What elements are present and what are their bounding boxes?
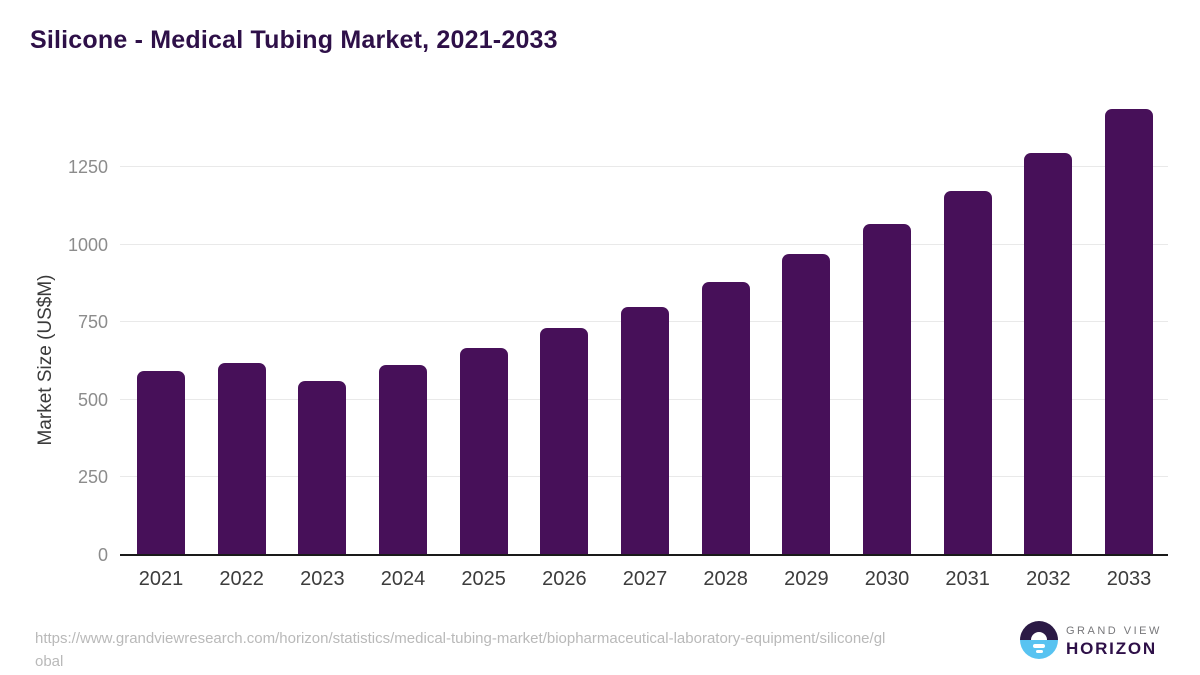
x-axis-line: [120, 554, 1168, 556]
bar-2023: [298, 381, 347, 554]
x-tick-label: 2033: [1106, 568, 1152, 590]
bar-2031: [943, 191, 992, 554]
source-url: https://www.grandviewresearch.com/horizo…: [35, 627, 955, 673]
x-tick-label: 2030: [864, 568, 910, 590]
x-tick-label: 2031: [945, 568, 990, 590]
bar-2030: [863, 224, 911, 554]
y-axis-title: Market Size (US$M): [35, 274, 56, 446]
source-url-line: obal: [35, 653, 64, 670]
y-tick-label: 500: [77, 389, 108, 410]
x-tick-label: 2022: [219, 568, 264, 590]
gridline: [120, 243, 1168, 245]
x-tick-label: 2024: [380, 568, 426, 590]
logo-brand-line1: GRAND VIEW: [1066, 625, 1162, 637]
bar-2024: [379, 365, 427, 554]
bar-2025: [459, 348, 508, 554]
y-tick-label: 0: [97, 545, 108, 565]
source-url-line: https://www.grandviewresearch.com/horizo…: [35, 630, 886, 647]
gridline: [120, 166, 1168, 167]
x-tick-label: 2023: [300, 568, 345, 590]
x-tick-label: 2029: [784, 568, 829, 590]
y-tick-label: 750: [77, 312, 108, 333]
bar-2022: [217, 363, 266, 554]
grand-view-horizon-logo: GRAND VIEW HORIZON: [1020, 620, 1180, 662]
logo-brand-line2: HORIZON: [1066, 639, 1157, 658]
y-tick-label: 1000: [67, 234, 108, 255]
bar-2026: [540, 328, 589, 554]
x-tick-label: 2032: [1026, 568, 1071, 590]
bar-2021: [137, 371, 185, 554]
y-tick-label: 250: [77, 467, 108, 488]
x-tick-label: 2026: [542, 568, 587, 590]
bar-2027: [621, 307, 669, 554]
horizon-sunrise-icon: [1020, 621, 1058, 659]
plot-area: [120, 100, 1168, 556]
bar-2032: [1024, 153, 1073, 554]
x-tick-label: 2025: [461, 568, 506, 590]
x-tick-label: 2027: [622, 568, 668, 590]
bar-2029: [782, 254, 831, 554]
chart-title: Silicone - Medical Tubing Market, 2021-2…: [30, 26, 558, 54]
y-tick-label: 1250: [67, 157, 108, 177]
bar-2028: [701, 282, 750, 554]
x-tick-label: 2021: [138, 568, 184, 590]
x-tick-label: 2028: [703, 568, 748, 590]
bar-2033: [1105, 109, 1153, 554]
